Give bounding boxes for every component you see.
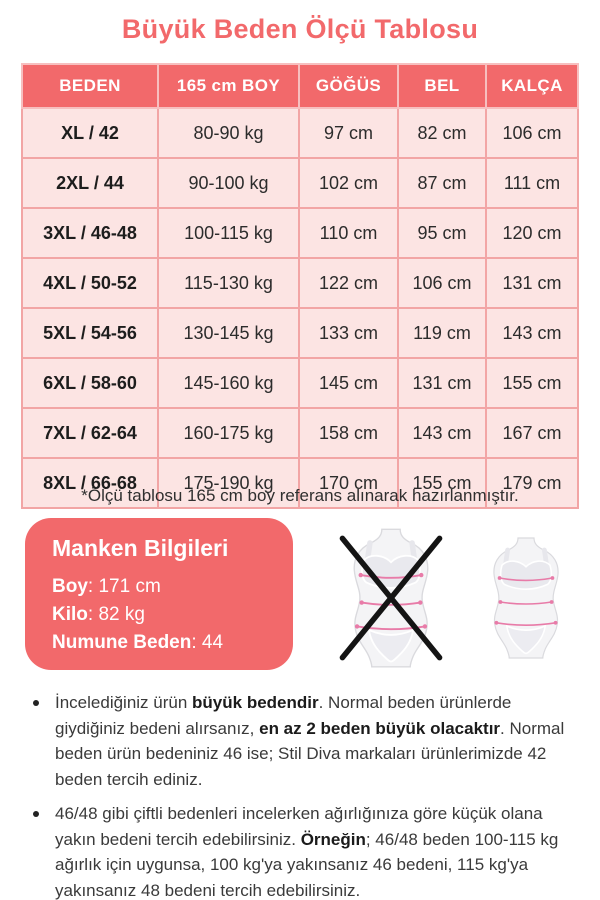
- table-footnote: *Ölçü tablosu 165 cm boy referans alınar…: [81, 486, 519, 505]
- column-header: KALÇA: [485, 63, 579, 109]
- size-cell: XL / 42: [21, 107, 159, 159]
- value-cell: 143 cm: [397, 407, 487, 459]
- size-cell: 3XL / 46-48: [21, 207, 159, 259]
- value-cell: 145 cm: [298, 357, 399, 409]
- value-cell: 160-175 kg: [157, 407, 300, 459]
- value-cell: 131 cm: [485, 257, 579, 309]
- size-cell: 4XL / 50-52: [21, 257, 159, 309]
- value-cell: 90-100 kg: [157, 157, 300, 209]
- value-cell: 87 cm: [397, 157, 487, 209]
- table-row: 4XL / 50-52 115-130 kg 122 cm 106 cm 131 cm: [21, 257, 579, 309]
- size-cell: 8XL / 66-68: [21, 457, 159, 509]
- note-text: 46/48 gibi çiftli bedenleri incelerken a…: [55, 804, 559, 900]
- table-row: 5XL / 54-56 130-145 kg 133 cm 119 cm 143 cm: [21, 307, 579, 359]
- value-cell: 122 cm: [298, 257, 399, 309]
- size-cell: 7XL / 62-64: [21, 407, 159, 459]
- value-cell: 106 cm: [485, 107, 579, 159]
- note-item: 46/48 gibi çiftli bedenleri incelerken a…: [33, 801, 578, 900]
- value-cell: 158 cm: [298, 407, 399, 459]
- value-cell: 155 cm: [397, 457, 487, 509]
- correct-fit-figure: [478, 528, 574, 673]
- size-cell: 6XL / 58-60: [21, 357, 159, 409]
- bullet-dot: [33, 811, 39, 817]
- value-cell: 130-145 kg: [157, 307, 300, 359]
- table-row: 8XL / 66-68 175-190 kg 170 cm 155 cm 179 cm: [21, 457, 579, 509]
- table-row: XL / 42 80-90 kg 97 cm 82 cm 106 cm: [21, 107, 579, 159]
- value-cell: 145-160 kg: [157, 357, 300, 409]
- crossed-out-body-figure-icon: [339, 528, 443, 668]
- value-cell: 119 cm: [397, 307, 487, 359]
- size-table: BEDEN 165 cm BOY GÖĞÜS BEL KALÇA XL / 42 80-9…: [21, 63, 579, 509]
- size-cell: 2XL / 44: [21, 157, 159, 209]
- model-info-line: Kilo: 82 kg: [52, 604, 145, 625]
- value-cell: 111 cm: [485, 157, 579, 209]
- value-cell: 106 cm: [397, 257, 487, 309]
- note-item: İncelediğiniz ürün büyük bedendir. Norma…: [33, 690, 578, 792]
- value-cell: 179 cm: [485, 457, 579, 509]
- table-row: 7XL / 62-64 160-175 kg 158 cm 143 cm 167 cm: [21, 407, 579, 459]
- value-cell: 97 cm: [298, 107, 399, 159]
- value-cell: 143 cm: [485, 307, 579, 359]
- column-header: BEL: [397, 63, 487, 109]
- column-header: 165 cm BOY: [157, 63, 300, 109]
- size-table-header: BEDEN 165 cm BOY GÖĞÜS BEL KALÇA: [21, 63, 579, 109]
- value-cell: 80-90 kg: [157, 107, 300, 159]
- value-cell: 133 cm: [298, 307, 399, 359]
- value-cell: 120 cm: [485, 207, 579, 259]
- model-info-lines: Boy: 171 cm Kilo: 82 kg Numune Beden: 44: [52, 573, 283, 657]
- value-cell: 102 cm: [298, 157, 399, 209]
- value-cell: 175-190 kg: [157, 457, 300, 509]
- table-row: 6XL / 58-60 145-160 kg 145 cm 131 cm 155 cm: [21, 357, 579, 409]
- value-cell: 82 cm: [397, 107, 487, 159]
- value-cell: 95 cm: [397, 207, 487, 259]
- note-text: İncelediğiniz ürün büyük bedendir. Norma…: [55, 693, 565, 789]
- model-info-line: Boy: 171 cm: [52, 576, 161, 597]
- value-cell: 100-115 kg: [157, 207, 300, 259]
- table-row: 2XL / 44 90-100 kg 102 cm 87 cm 111 cm: [21, 157, 579, 209]
- model-info-line: Numune Beden: 44: [52, 632, 224, 653]
- page-title: Büyük Beden Ölçü Tablosu: [121, 14, 479, 44]
- column-header: GÖĞÜS: [298, 63, 399, 109]
- value-cell: 155 cm: [485, 357, 579, 409]
- bullet-dot: [33, 700, 39, 706]
- header-row: BEDEN 165 cm BOY GÖĞÜS BEL KALÇA: [21, 63, 579, 109]
- wrong-fit-figure: [336, 528, 446, 673]
- size-cell: 5XL / 54-56: [21, 307, 159, 359]
- value-cell: 167 cm: [485, 407, 579, 459]
- value-cell: 131 cm: [397, 357, 487, 409]
- size-table-body: XL / 42 80-90 kg 97 cm 82 cm 106 cm 2XL / 44 9…: [21, 107, 579, 509]
- cross-out-icon: [339, 535, 443, 661]
- model-info-card: Manken Bilgileri Boy: 171 cm Kilo: 82 kg N…: [25, 518, 293, 670]
- body-measurement-figure-icon: [493, 537, 559, 659]
- value-cell: 115-130 kg: [157, 257, 300, 309]
- value-cell: 110 cm: [298, 207, 399, 259]
- notes-list: İncelediğiniz ürün büyük bedendir. Norma…: [33, 690, 578, 900]
- column-header: BEDEN: [21, 63, 159, 109]
- model-info-title: Manken Bilgileri: [52, 535, 229, 561]
- value-cell: 170 cm: [298, 457, 399, 509]
- table-row: 3XL / 46-48 100-115 kg 110 cm 95 cm 120 cm: [21, 207, 579, 259]
